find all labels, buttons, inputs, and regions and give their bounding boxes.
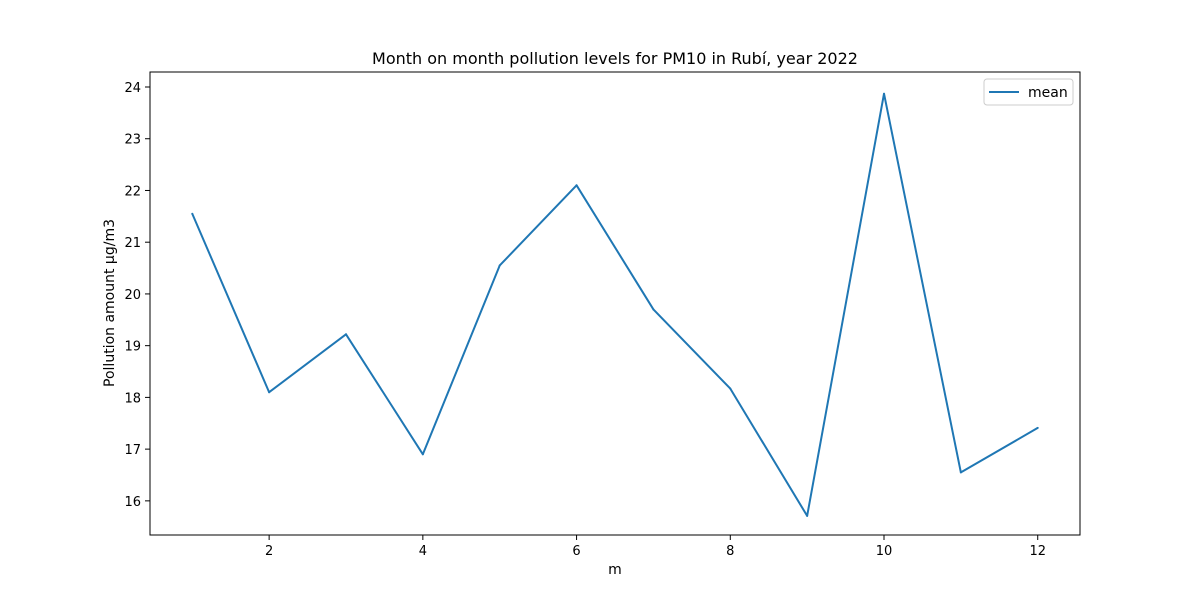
y-axis-label: Pollution amount µg/m3 — [102, 219, 118, 387]
series-line-mean — [191, 92, 1039, 517]
x-tick-label: 6 — [572, 544, 580, 559]
legend: mean — [983, 78, 1074, 106]
data-point — [498, 264, 501, 267]
x-tick-label: 2 — [265, 544, 273, 559]
data-point — [729, 387, 732, 390]
legend-box — [983, 78, 1074, 106]
y-tick-label: 24 — [124, 81, 141, 96]
y-tick-label: 19 — [124, 340, 141, 355]
x-axis: 2 4 6 8 10 12 — [265, 535, 1046, 559]
data-point — [959, 471, 962, 474]
data-point — [421, 453, 424, 456]
x-tick-label: 12 — [1029, 544, 1046, 559]
x-axis-label: m — [608, 562, 622, 578]
data-point — [268, 391, 271, 394]
x-tick-label: 4 — [419, 544, 427, 559]
y-tick-label: 17 — [124, 443, 141, 458]
x-tick-label: 8 — [726, 544, 734, 559]
y-axis: 16 17 18 19 20 21 22 23 24 — [124, 81, 150, 510]
y-tick-label: 16 — [124, 495, 141, 510]
chart-title: Month on month pollution levels for PM10… — [372, 49, 858, 68]
data-point — [1036, 426, 1039, 429]
x-tick-label: 10 — [876, 544, 893, 559]
data-point — [191, 212, 194, 215]
legend-label-mean: mean — [1028, 85, 1068, 101]
data-point — [883, 92, 886, 95]
plot-area — [149, 71, 1081, 536]
data-point — [652, 308, 655, 311]
y-tick-label: 20 — [124, 288, 141, 303]
data-point — [806, 514, 809, 517]
y-tick-label: 21 — [124, 236, 141, 251]
plot-frame — [149, 71, 1081, 536]
y-tick-label: 22 — [124, 184, 141, 199]
data-point — [344, 333, 347, 336]
y-tick-label: 18 — [124, 391, 141, 406]
data-point — [575, 184, 578, 187]
y-tick-label: 23 — [124, 133, 141, 148]
